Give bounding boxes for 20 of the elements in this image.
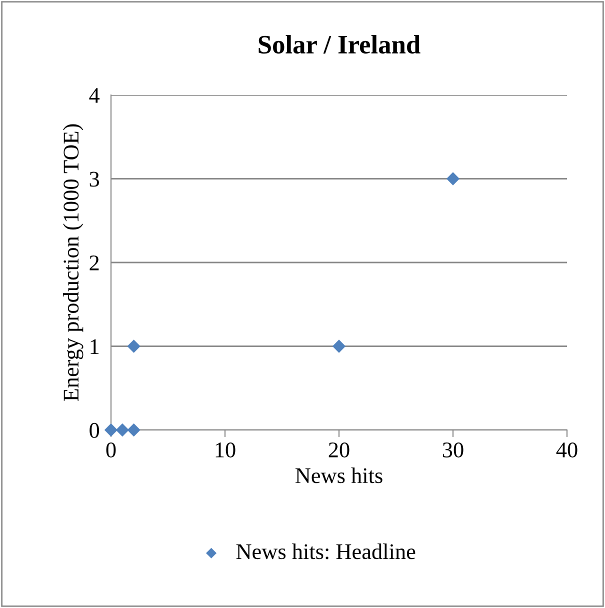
point bbox=[127, 340, 140, 353]
point bbox=[116, 423, 129, 437]
y-axis-title: Energy production (1000 TOE) bbox=[63, 124, 84, 402]
x-tick-label: 10 bbox=[216, 442, 236, 458]
legend-label: News hits: Headline bbox=[236, 544, 416, 560]
point bbox=[446, 172, 460, 186]
x-tick-label: 0 bbox=[106, 442, 116, 458]
y-tick-label: 0 bbox=[90, 422, 100, 438]
y-tick-label: 1 bbox=[90, 339, 99, 354]
x-tick-label: 30 bbox=[442, 442, 464, 458]
point bbox=[104, 423, 118, 437]
point bbox=[127, 423, 140, 437]
y-tick-label: 3 bbox=[90, 172, 100, 187]
y-tick-label: 2 bbox=[90, 255, 99, 270]
point bbox=[332, 340, 346, 353]
y-tick-label: 4 bbox=[89, 88, 100, 103]
x-tick-label: 20 bbox=[328, 442, 350, 458]
x-tick-label: 40 bbox=[556, 442, 578, 458]
x-axis-title: News hits bbox=[296, 468, 382, 484]
chart-title: Solar / Ireland bbox=[258, 35, 420, 54]
